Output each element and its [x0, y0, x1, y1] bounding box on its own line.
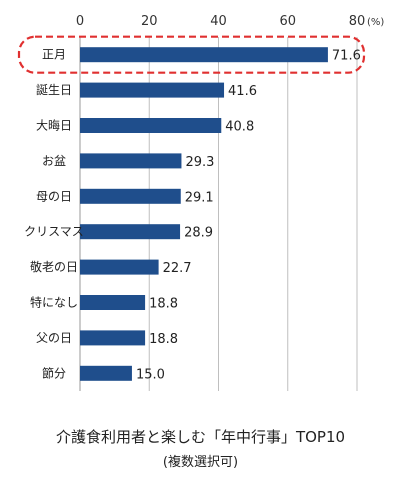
category-label: クリスマス — [24, 225, 84, 239]
category-label: 敬老の日 — [30, 260, 78, 274]
category-label: お盆 — [42, 154, 66, 168]
value-label: 28.9 — [184, 226, 213, 241]
value-label: 40.8 — [225, 120, 254, 135]
highlight-box — [17, 35, 366, 74]
bar — [80, 224, 181, 240]
category-label: 正月 — [42, 48, 66, 62]
x-tick-label: 20 — [141, 14, 158, 29]
value-label: 29.3 — [185, 155, 214, 170]
chart-title: 介護食利用者と楽しむ「年中行事」TOP10 — [55, 428, 346, 446]
category-label: 特になし — [30, 295, 78, 310]
value-label: 15.0 — [136, 367, 165, 382]
bar — [80, 82, 225, 98]
value-label: 18.8 — [149, 297, 178, 312]
category-label: 誕生日 — [36, 83, 72, 97]
bar — [80, 153, 182, 169]
value-label: 71.6 — [332, 49, 361, 64]
value-label: 41.6 — [228, 84, 257, 99]
bar — [80, 259, 159, 275]
x-tick-label: 80 — [349, 14, 366, 29]
bar — [80, 47, 328, 63]
category-label: 父の日 — [36, 331, 72, 345]
bar — [80, 295, 146, 310]
category-label: 大晦日 — [36, 119, 72, 133]
x-tick-label: 0 — [76, 14, 84, 29]
chart-subtitle: (複数選択可) — [162, 455, 239, 470]
category-label: 母の日 — [36, 189, 72, 203]
bar — [80, 188, 181, 204]
value-label: 18.8 — [149, 332, 178, 347]
bar — [80, 118, 222, 133]
x-tick-label: 40 — [210, 14, 227, 29]
category-label: 節分 — [42, 365, 66, 380]
value-label: 29.1 — [185, 190, 214, 205]
x-tick-label: 60 — [279, 14, 296, 29]
value-label: 22.7 — [163, 261, 192, 276]
bar-chart: 0 20 40 60 80 (%) 正月 71.6 誕生日 41.6 大晦日 40.8 お盆 29.3 母の… — [17, 14, 384, 391]
x-unit-label: (%) — [367, 17, 384, 28]
bar — [80, 365, 132, 381]
bar — [80, 330, 146, 346]
